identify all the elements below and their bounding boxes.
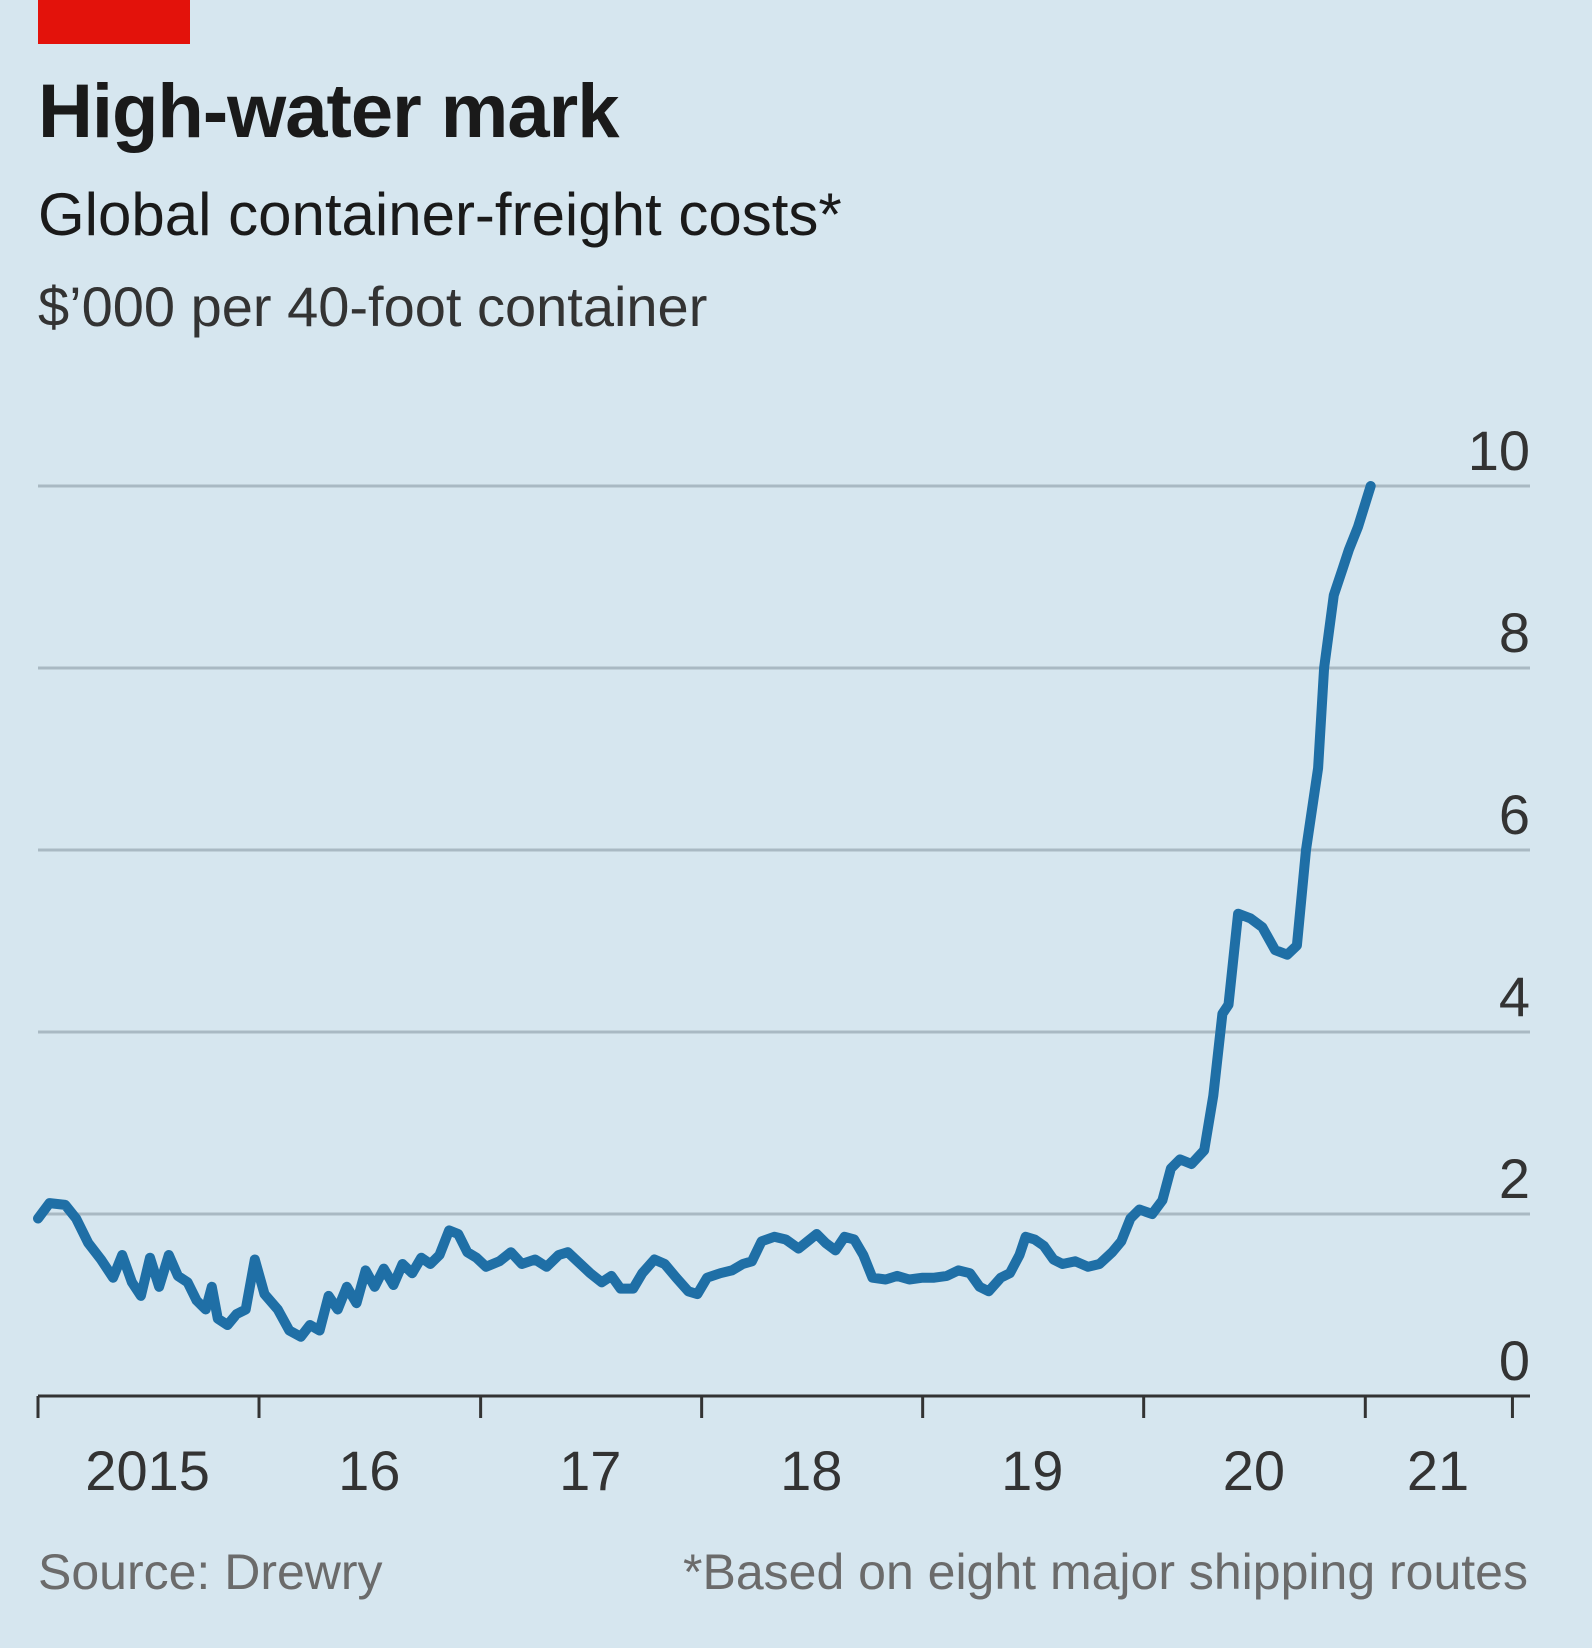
y-tick-label-4: 4 <box>1499 965 1530 1028</box>
x-tick-label-19: 19 <box>1001 1439 1063 1502</box>
x-tick-label-16: 16 <box>338 1439 400 1502</box>
y-tick-label-10: 10 <box>1468 419 1530 482</box>
chart-unit-label: $’000 per 40-foot container <box>38 275 708 338</box>
x-tick-label-17: 17 <box>559 1439 621 1502</box>
x-tick-label-21: 21 <box>1407 1439 1469 1502</box>
gridlines <box>38 484 1530 1216</box>
series-line-0 <box>33 481 1376 1342</box>
brand-red-tag <box>38 0 190 44</box>
chart-subtitle: Global container-freight costs* <box>38 181 842 248</box>
x-tick-label-20: 20 <box>1223 1439 1285 1502</box>
x-tick-label-18: 18 <box>780 1439 842 1502</box>
y-tick-label-8: 8 <box>1499 601 1530 664</box>
source-note: Source: Drewry <box>38 1544 383 1600</box>
y-axis-labels: 0 2 4 6 8 10 <box>1468 419 1530 1392</box>
y-tick-label-2: 2 <box>1499 1147 1530 1210</box>
y-tick-label-6: 6 <box>1499 783 1530 846</box>
footnote: *Based on eight major shipping routes <box>683 1544 1528 1600</box>
series-layer <box>33 481 1376 1342</box>
x-axis: 2015 16 17 18 19 20 21 <box>36 1394 1530 1502</box>
y-tick-label-0: 0 <box>1499 1329 1530 1392</box>
chart-title: High-water mark <box>38 69 619 154</box>
x-tick-label-2015: 2015 <box>85 1439 210 1502</box>
